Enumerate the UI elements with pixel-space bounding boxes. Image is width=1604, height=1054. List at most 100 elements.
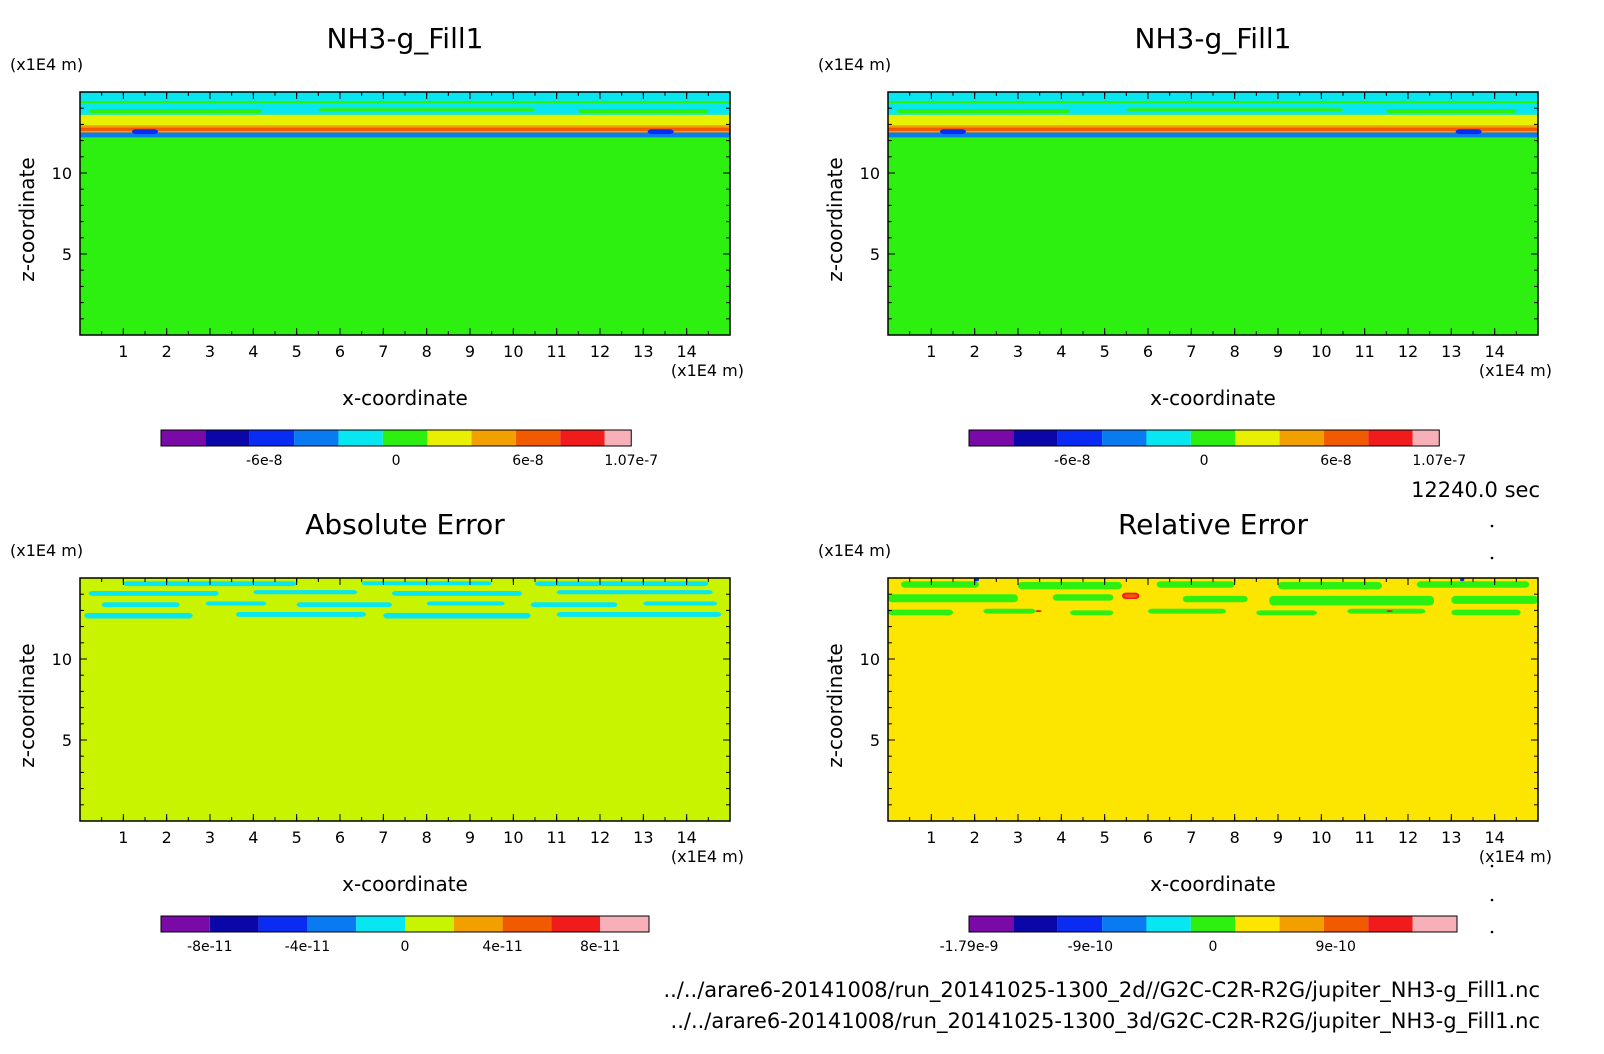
x-tick-label: 4 — [248, 828, 258, 847]
x-tick-label: 1 — [926, 342, 936, 361]
colorbar-swatch — [471, 430, 516, 446]
x-tick-label: 12 — [1398, 828, 1418, 847]
colorbar-swatch — [515, 430, 561, 446]
colorbar-swatch — [1235, 430, 1280, 446]
field-patch — [647, 129, 674, 135]
y-tick-label: 10 — [860, 650, 880, 669]
field-patch — [1124, 594, 1138, 598]
colorbar-label: 4e-11 — [482, 939, 522, 955]
field-patch — [88, 590, 219, 596]
x-tick-label: 6 — [1143, 342, 1153, 361]
x-tick-label: 5 — [292, 828, 302, 847]
field-layer — [888, 127, 1538, 131]
colorbar-swatch — [405, 916, 454, 932]
colorbar-frame — [968, 915, 1458, 933]
panel-title: NH3-g_Fill1 — [1135, 22, 1292, 55]
colorbar-swatch — [427, 430, 472, 446]
field-patch — [530, 602, 618, 608]
x-tick-label: 11 — [1354, 828, 1374, 847]
field-patch — [1070, 610, 1114, 616]
x-tick-label: 9 — [1273, 342, 1283, 361]
y-unit-label: (x1E4 m) — [818, 55, 891, 74]
field-layer — [888, 114, 1538, 126]
colorbar-swatch — [600, 916, 649, 932]
x-tick-label: 8 — [1230, 828, 1240, 847]
field-patch — [392, 590, 522, 596]
field-patch — [318, 108, 535, 112]
colorbar-label: 0 — [392, 453, 401, 469]
colorbar-swatch — [1323, 916, 1369, 932]
x-tick-label: 11 — [546, 342, 566, 361]
colorbar-swatch — [1057, 430, 1103, 446]
x-tick-label: 3 — [205, 828, 215, 847]
field-layer — [80, 114, 730, 126]
x-tick-label: 1 — [926, 828, 936, 847]
y-axis-label: z-coordinate — [15, 643, 39, 767]
colorbar-swatch — [294, 430, 339, 446]
y-tick-label: 10 — [52, 650, 72, 669]
field-background — [888, 578, 1538, 821]
field-patch — [101, 602, 180, 608]
colorbar-swatch — [249, 430, 295, 446]
x-tick-label: 6 — [335, 828, 345, 847]
field-patch — [974, 578, 979, 582]
field-patch — [983, 608, 1036, 614]
x-tick-label: 6 — [335, 342, 345, 361]
colorbar-label: -6e-8 — [1054, 453, 1091, 469]
x-tick-label: 5 — [1100, 828, 1110, 847]
field-patch — [1156, 581, 1235, 588]
edge-dot — [1490, 864, 1494, 868]
y-unit-label: (x1E4 m) — [10, 55, 83, 74]
x-unit-label: (x1E4 m) — [1479, 847, 1552, 866]
edge-dot — [1490, 930, 1494, 934]
field-patch — [578, 109, 709, 114]
colorbar-swatch — [551, 916, 601, 932]
x-axis-label: x-coordinate — [342, 872, 468, 896]
colorbar-label: 9e-10 — [1315, 939, 1355, 955]
x-unit-label: (x1E4 m) — [671, 361, 744, 380]
colorbar-swatch — [382, 430, 428, 446]
x-tick-label: 10 — [1311, 342, 1331, 361]
x-tick-label: 10 — [503, 342, 523, 361]
colorbar-swatch — [969, 916, 1014, 932]
colorbar-swatch — [356, 916, 405, 932]
colorbar-swatch — [604, 430, 632, 446]
x-tick-label: 3 — [1013, 828, 1023, 847]
colorbar-swatch — [1235, 916, 1280, 932]
field-patch — [888, 594, 1018, 603]
x-axis-label: x-coordinate — [1150, 872, 1276, 896]
colorbar-swatch — [1412, 430, 1440, 446]
field-patch — [1256, 610, 1317, 616]
x-tick-label: 9 — [465, 342, 475, 361]
field-patch — [1386, 109, 1517, 114]
x-tick-label: 14 — [1484, 342, 1504, 361]
x-tick-label: 7 — [1186, 828, 1196, 847]
y-tick-label: 10 — [52, 164, 72, 183]
colorbar: -6e-8 0 6e-8 1.07e-7 — [160, 429, 658, 469]
colorbar-label: 0 — [401, 939, 410, 955]
colorbar-swatch — [1368, 430, 1413, 446]
colorbar-label: -8e-11 — [187, 939, 232, 955]
field-patch — [643, 601, 717, 606]
field-patch — [901, 581, 979, 588]
colorbar-label: -9e-10 — [1068, 939, 1113, 955]
y-axis-label: z-coordinate — [15, 157, 39, 281]
x-tick-label: 9 — [465, 828, 475, 847]
x-tick-label: 11 — [546, 828, 566, 847]
colorbar-swatch — [209, 916, 259, 932]
heatmap-field — [80, 578, 730, 821]
heatmap-field — [888, 578, 1538, 821]
y-tick-label: 10 — [860, 164, 880, 183]
panel-title: NH3-g_Fill1 — [327, 22, 484, 55]
panel-title: Absolute Error — [305, 508, 505, 541]
x-tick-label: 12 — [590, 828, 610, 847]
x-tick-label: 13 — [1441, 342, 1461, 361]
x-tick-label: 13 — [1441, 828, 1461, 847]
x-tick-label: 10 — [1311, 828, 1331, 847]
field-patch — [1018, 582, 1122, 590]
x-tick-label: 14 — [1484, 828, 1504, 847]
colorbar-label: -6e-8 — [246, 453, 283, 469]
field-layer — [888, 132, 1538, 138]
x-tick-label: 4 — [1056, 342, 1066, 361]
colorbar-label: 1.07e-7 — [604, 453, 658, 469]
